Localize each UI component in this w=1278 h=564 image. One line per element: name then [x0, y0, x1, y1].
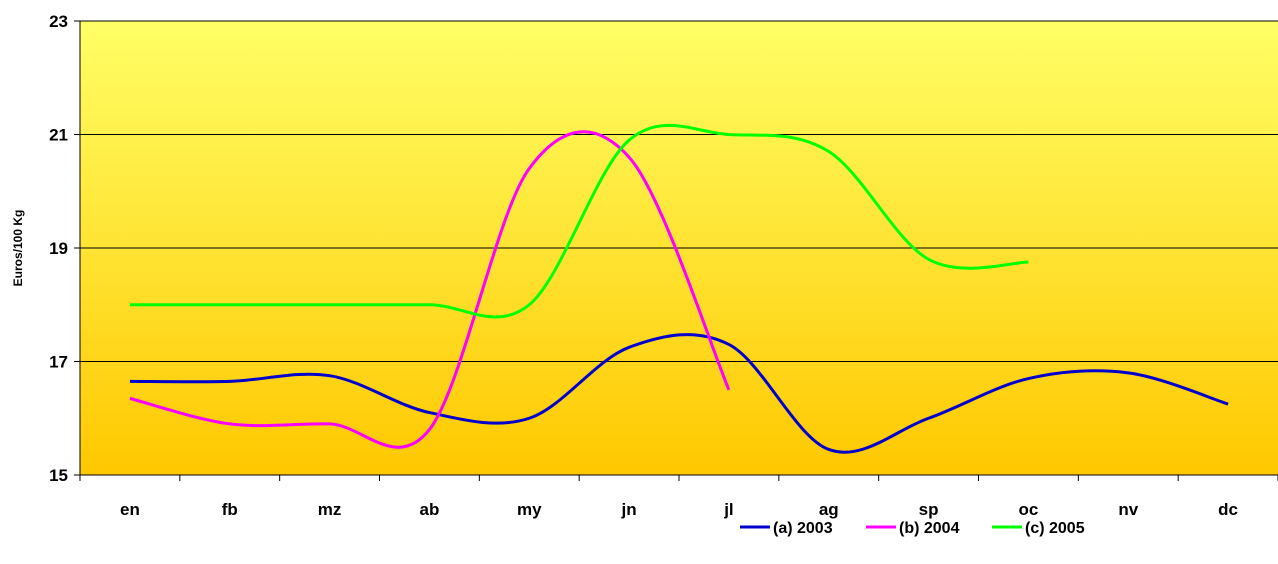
- x-tick-label: jl: [723, 500, 733, 519]
- y-tick-label: 15: [49, 466, 68, 485]
- y-tick-label: 23: [49, 12, 68, 31]
- series-line-2: [129, 130, 731, 449]
- legend-label: (a) 2003: [773, 520, 833, 537]
- x-tick-label: dc: [1218, 500, 1238, 519]
- legend-label: (c) 2005: [1025, 520, 1085, 537]
- x-tick-label: my: [517, 500, 542, 519]
- x-tick-label: ag: [819, 500, 839, 519]
- series-line-3: [129, 123, 1029, 319]
- x-tick-label: en: [120, 500, 140, 519]
- y-tick-label: 21: [49, 126, 68, 145]
- y-tick-label: 19: [49, 239, 68, 258]
- y-tick-label: 17: [49, 353, 68, 372]
- axes: [74, 20, 1278, 481]
- y-axis-title: Euros/100 Kg: [11, 210, 25, 287]
- x-tick-label: mz: [318, 500, 342, 519]
- x-tick-label: oc: [1018, 500, 1038, 519]
- tick-labels: 15 17 19 21 23 en fb mz ab my jn jl ag sp oc nv dc: [49, 12, 1238, 519]
- x-tick-label: fb: [222, 500, 238, 519]
- x-tick-label: ab: [419, 500, 439, 519]
- series-lines: [129, 123, 1229, 454]
- legend-label: (b) 2004: [899, 520, 960, 537]
- x-tick-label: sp: [919, 500, 939, 519]
- legend: (a) 2003 (b) 2004 (c) 2005: [740, 520, 1085, 537]
- x-tick-label: nv: [1118, 500, 1138, 519]
- x-tick-label: jn: [621, 500, 637, 519]
- series-line-1: [129, 333, 1229, 454]
